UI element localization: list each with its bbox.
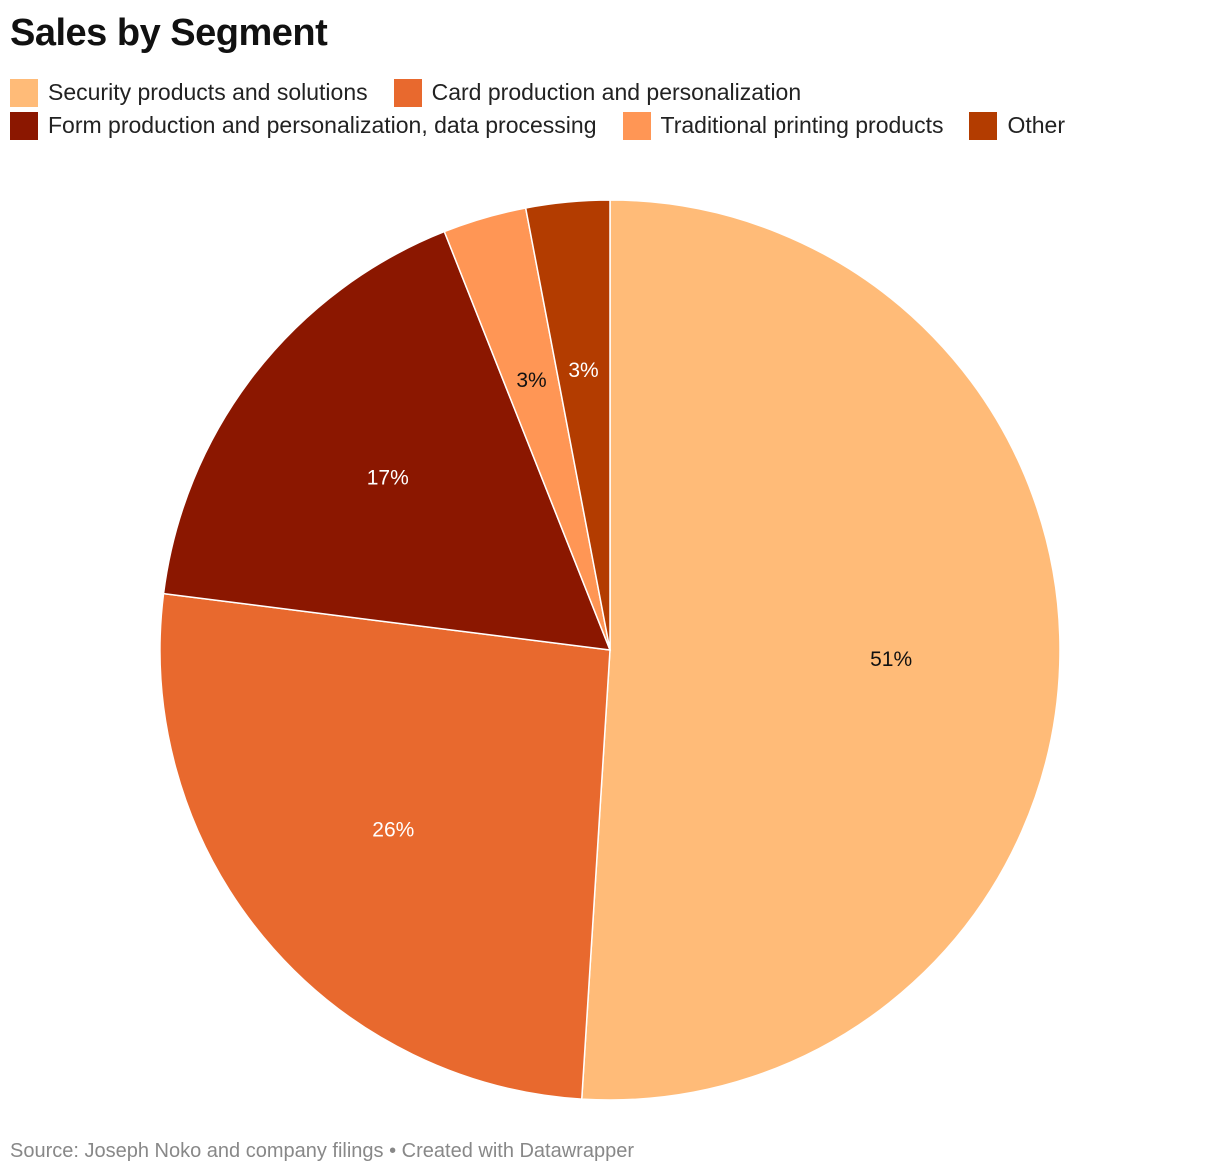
legend-item-other: Other (969, 111, 1065, 140)
legend-label: Card production and personalization (431, 79, 802, 105)
legend-label: Security products and solutions (48, 79, 368, 105)
legend-item-card: Card production and personalization (393, 78, 802, 107)
legend-swatch (10, 78, 38, 107)
legend-swatch (10, 111, 38, 140)
slice-label-0: 51% (870, 648, 912, 671)
slice-label-2: 17% (367, 467, 409, 490)
pie-slice-1 (159, 592, 611, 1100)
legend-item-traditional: Traditional printing products (622, 111, 944, 140)
legend-label: Form production and personalization, dat… (48, 112, 597, 138)
legend-swatch (393, 78, 422, 107)
chart-title: Sales by Segment (10, 12, 328, 54)
legend-label: Other (1007, 112, 1065, 138)
legend-label: Traditional printing products (660, 112, 944, 138)
pie-slice-4 (524, 199, 611, 651)
pie-slice-0 (580, 199, 1061, 1101)
source-footer: Source: Joseph Noko and company filings … (10, 1140, 634, 1162)
legend-swatch (969, 111, 998, 140)
legend-item-security: Security products and solutions (10, 78, 368, 107)
legend-swatch (622, 111, 651, 140)
slice-label-3: 3% (516, 369, 546, 392)
slice-label-4: 3% (568, 359, 598, 382)
legend-item-form: Form production and personalization, dat… (10, 111, 597, 140)
pie-slice-2 (162, 230, 612, 651)
legend: Security products and solutions Card pro… (10, 78, 1210, 140)
slice-label-1: 26% (372, 818, 414, 841)
